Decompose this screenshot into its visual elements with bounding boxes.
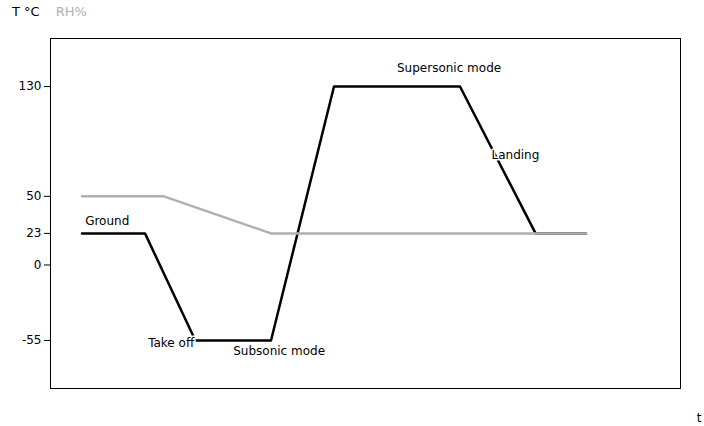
svg-text:0: 0	[34, 258, 42, 272]
svg-text:130: 130	[19, 79, 42, 93]
svg-text:Ground: Ground	[85, 214, 129, 228]
html-text:RH%: RH%	[55, 4, 87, 19]
svg-text:Subsonic mode: Subsonic mode	[233, 344, 325, 358]
svg-text:t: t	[697, 411, 702, 425]
svg-text:Take off: Take off	[147, 336, 195, 350]
svg-text:Landing: Landing	[492, 148, 540, 162]
svg-text:50: 50	[26, 189, 41, 203]
svg-text:23: 23	[26, 226, 41, 240]
html-text:T °C: T °C	[12, 4, 40, 19]
svg-text:-55: -55	[22, 333, 42, 347]
svg-text:Supersonic mode: Supersonic mode	[397, 61, 501, 75]
